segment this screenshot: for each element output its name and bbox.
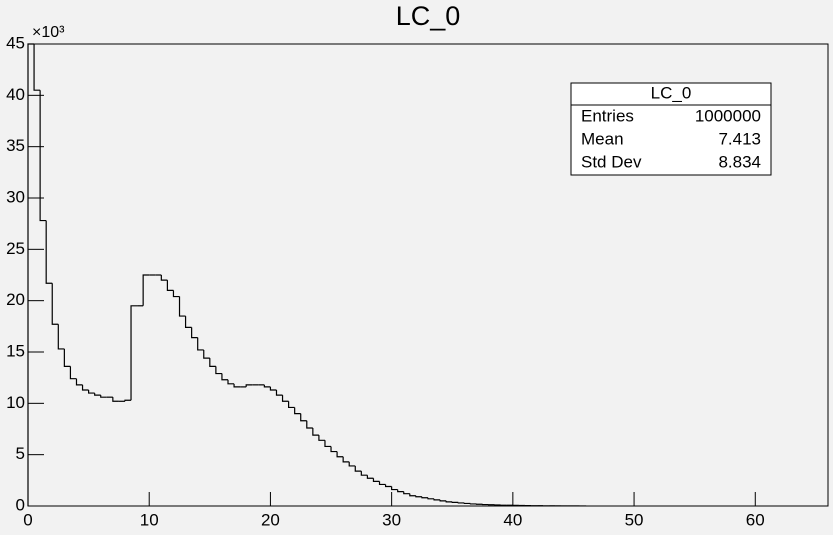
- y-tick-label: 45: [6, 33, 25, 52]
- histogram-bin: [397, 489, 404, 493]
- histogram-bin: [160, 275, 168, 281]
- histogram-bin: [300, 413, 307, 422]
- histogram-bin: [39, 90, 47, 222]
- histogram-bin: [263, 384, 271, 388]
- y-tick-label: 20: [6, 290, 25, 309]
- histogram-bin: [124, 399, 132, 402]
- y-tick-label: 10: [6, 393, 25, 412]
- stats-value: 7.413: [718, 129, 761, 148]
- histogram-bin: [81, 384, 89, 391]
- histogram-bin: [172, 290, 180, 298]
- histogram-bin: [294, 407, 301, 415]
- histogram-bin: [203, 349, 210, 359]
- histogram-bin: [421, 496, 428, 499]
- histogram-bin: [227, 379, 235, 385]
- histogram-bin: [372, 478, 380, 482]
- histogram-bin: [221, 373, 228, 381]
- histogram-bin: [403, 491, 410, 495]
- histogram-bin: [75, 378, 83, 386]
- histogram-bin: [281, 395, 289, 402]
- histogram-bin: [94, 393, 101, 396]
- histogram-bin: [100, 395, 107, 398]
- stats-value: 8.834: [718, 152, 761, 171]
- histogram-bin: [378, 481, 386, 486]
- histogram-bin: [451, 501, 459, 504]
- x-tick-label: 40: [503, 510, 522, 529]
- y-tick-label: 25: [6, 239, 25, 258]
- x-tick-label: 50: [625, 510, 644, 529]
- histogram-bin: [51, 283, 59, 325]
- histogram-bin: [33, 44, 41, 91]
- histogram-bin: [215, 366, 222, 375]
- histogram-bin: [360, 471, 368, 476]
- histogram-bin: [209, 358, 216, 367]
- histogram-bin: [45, 220, 53, 284]
- x-tick-label: 20: [261, 510, 280, 529]
- histogram-bin: [112, 397, 119, 402]
- histogram-bin: [318, 435, 325, 441]
- histogram-bin: [142, 274, 150, 306]
- histogram-bin: [324, 440, 332, 448]
- x-tick-label: 0: [23, 510, 32, 529]
- y-tick-label: 30: [6, 187, 25, 206]
- y-tick-label: 15: [6, 341, 25, 360]
- histogram-bin: [306, 420, 313, 429]
- histogram-bin: [166, 280, 174, 291]
- histogram-bin: [69, 366, 77, 380]
- histogram-bin: [330, 446, 338, 453]
- histogram-bin: [354, 465, 362, 472]
- histogram-bin: [409, 493, 416, 497]
- histogram-bin: [415, 495, 422, 498]
- y-tick-label: 0: [16, 495, 25, 514]
- x-tick-label: 60: [746, 510, 765, 529]
- histogram-bin: [312, 427, 319, 436]
- axis-multiplier: ×10³: [32, 24, 65, 41]
- histogram-bin: [439, 499, 447, 502]
- histogram-bin: [275, 389, 283, 396]
- histogram-bin: [197, 337, 204, 351]
- histogram-bin: [433, 498, 441, 501]
- histogram-bin: [427, 497, 435, 500]
- x-tick-label: 10: [140, 510, 159, 529]
- stats-box: LC_0 Entries 1000000 Mean 7.413 Std Dev …: [570, 82, 772, 176]
- stats-key: Mean: [581, 129, 624, 148]
- y-tick-label: 40: [6, 85, 25, 104]
- histogram-bin: [391, 486, 398, 491]
- stats-key: Std Dev: [581, 152, 642, 171]
- stats-value: 1000000: [695, 106, 761, 125]
- histogram-bin: [184, 316, 192, 328]
- stats-key: Entries: [581, 106, 634, 125]
- histogram-bin: [342, 456, 350, 463]
- histogram-bin: [233, 383, 241, 388]
- chart-title: LC_0: [396, 1, 461, 31]
- histogram-bin: [245, 384, 253, 387]
- y-tick-label: 5: [16, 444, 25, 463]
- histogram-bin: [445, 500, 453, 503]
- histogram-bin: [457, 502, 465, 504]
- histogram-bin: [348, 461, 356, 467]
- y-tick-label: 35: [6, 136, 25, 155]
- histogram-bin: [336, 451, 344, 458]
- histogram-bin: [130, 305, 138, 401]
- x-tick-label: 30: [382, 510, 401, 529]
- histogram-bin: [88, 389, 95, 394]
- histogram-bin: [269, 386, 277, 391]
- stats-title: LC_0: [651, 83, 692, 102]
- stats-frame: [570, 82, 772, 176]
- histogram-bin: [63, 348, 71, 367]
- histogram-bin: [288, 401, 295, 409]
- histogram-bin: [469, 503, 477, 505]
- histogram-bin: [57, 324, 65, 350]
- histogram-bin: [384, 484, 392, 488]
- histogram-bin: [366, 475, 374, 479]
- histogram-bin: [191, 327, 198, 339]
- histogram-bin: [178, 296, 186, 317]
- histogram-bin: [27, 43, 35, 506]
- histogram-bin: [463, 502, 471, 505]
